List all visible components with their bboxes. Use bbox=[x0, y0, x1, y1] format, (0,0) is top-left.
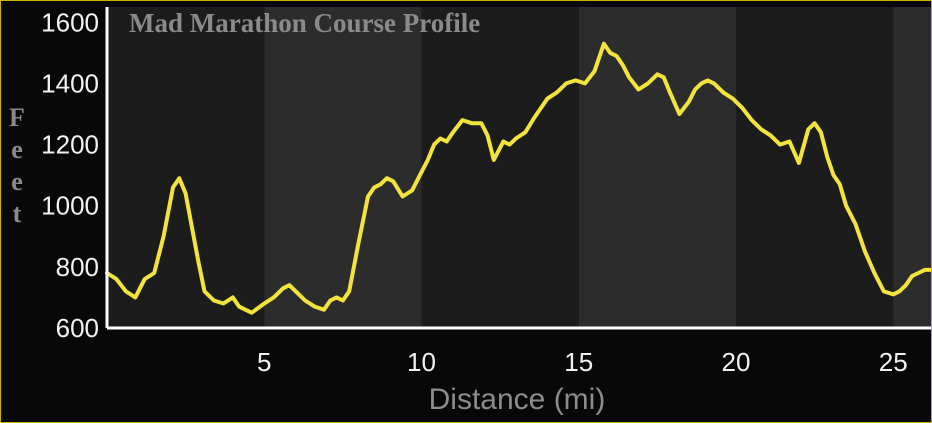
y-tick-1000: 1000 bbox=[41, 191, 99, 221]
y-tick-1200: 1200 bbox=[41, 130, 99, 160]
y-axis-label-char: e bbox=[11, 135, 23, 164]
y-tick-800: 800 bbox=[56, 252, 99, 282]
chart-title: Mad Marathon Course Profile bbox=[129, 8, 480, 38]
y-axis-label-char: F bbox=[9, 103, 25, 132]
y-tick-1600: 1600 bbox=[41, 7, 99, 37]
band-20-25 bbox=[736, 7, 894, 328]
x-tick-10: 10 bbox=[407, 347, 436, 377]
elevation-line-0 bbox=[105, 41, 931, 315]
x-axis-label: Distance (mi) bbox=[429, 383, 606, 416]
y-axis-label-char: t bbox=[13, 199, 22, 228]
band-5-10 bbox=[264, 7, 422, 328]
x-tick-25: 25 bbox=[879, 347, 908, 377]
y-axis-label-char: e bbox=[11, 167, 23, 196]
y-tick-600: 600 bbox=[56, 313, 99, 343]
y-tick-1400: 1400 bbox=[41, 68, 99, 98]
band-0-5 bbox=[107, 7, 265, 328]
x-tick-20: 20 bbox=[722, 347, 751, 377]
x-tick-labels: 5 10 15 20 25 bbox=[257, 347, 908, 377]
x-tick-5: 5 bbox=[257, 347, 271, 377]
y-tick-labels: 600 800 1000 1200 1400 1600 bbox=[41, 7, 99, 343]
band-15-20 bbox=[578, 7, 737, 328]
x-tick-15: 15 bbox=[564, 347, 593, 377]
axes bbox=[105, 7, 931, 330]
series-group bbox=[105, 41, 931, 315]
band-25-26.2 bbox=[893, 7, 931, 328]
band-10-15 bbox=[421, 7, 579, 328]
